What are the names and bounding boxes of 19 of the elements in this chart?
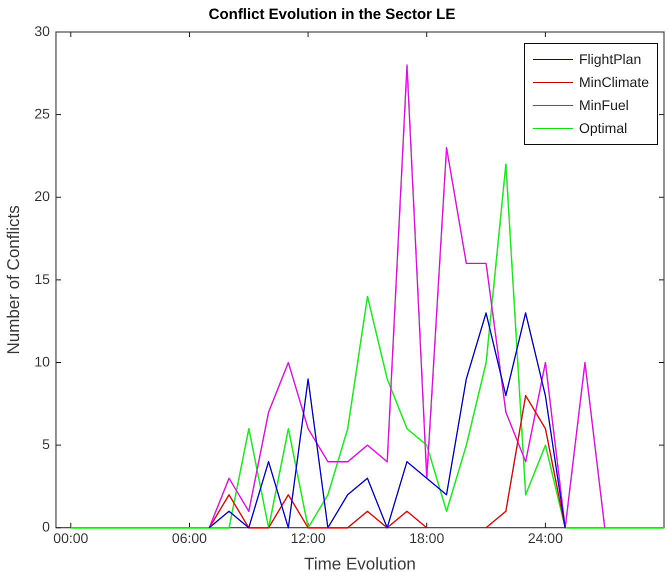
x-axis-title: Time Evolution — [304, 554, 416, 574]
chart-title: Conflict Evolution in the Sector LE — [208, 6, 456, 24]
legend-label: MinClimate — [578, 73, 649, 92]
y-tick-label: 15 — [34, 270, 50, 287]
y-axis-title: Number of Conflicts — [4, 205, 23, 355]
legend-label: MinFuel — [578, 96, 629, 115]
x-tick-label: 00:00 — [53, 530, 89, 546]
x-tick-label: 18:00 — [409, 530, 444, 546]
legend-label: FlightPlan — [578, 50, 642, 69]
y-tick-label: 20 — [34, 188, 50, 204]
y-tick-label: 0 — [42, 518, 50, 535]
x-tick-label: 12:00 — [290, 530, 326, 546]
legend-label: Optimal — [578, 119, 628, 138]
x-tick-label: 06:00 — [172, 530, 208, 546]
y-tick-label: 30 — [34, 22, 50, 39]
y-tick-label: 25 — [34, 105, 50, 122]
y-tick-label: 10 — [34, 353, 50, 370]
x-tick-label: 24:00 — [528, 530, 564, 546]
y-tick-label: 5 — [42, 436, 50, 452]
